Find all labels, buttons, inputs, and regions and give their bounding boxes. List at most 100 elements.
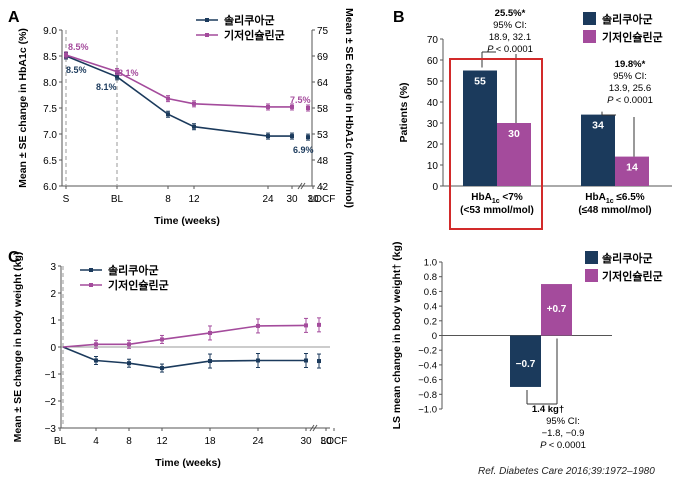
x-tick-label: 30 xyxy=(286,194,298,205)
data-point xyxy=(306,135,310,140)
legend-label: 솔리쿠아군 xyxy=(224,13,275,27)
legend-marker xyxy=(205,18,209,22)
series-line xyxy=(65,54,292,108)
stat-ci: 13.9, 25.6 xyxy=(609,83,651,94)
data-point xyxy=(317,322,321,327)
category-main: HbA xyxy=(471,192,492,203)
legend-label: 솔리쿠아군 xyxy=(602,251,653,265)
bar-value-label: −0.7 xyxy=(516,359,536,370)
stat-ci: 18.9, 32.1 xyxy=(489,32,531,43)
category-sub: 1c xyxy=(492,198,500,205)
data-point xyxy=(115,69,119,74)
stat-p-value: P < 0.0001 xyxy=(540,440,586,451)
axis-break-mark xyxy=(309,424,315,432)
stat-ci-label: 95% CI: xyxy=(546,416,580,427)
x-tick-label: 8 xyxy=(126,436,132,447)
y2-tick-label: 58 xyxy=(317,104,329,115)
data-point xyxy=(115,74,119,79)
y-tick-label: 9.0 xyxy=(43,26,57,37)
y-axis-title: Patients (%) xyxy=(398,82,410,142)
p-symbol: P xyxy=(487,44,496,55)
y-tick-label: 0 xyxy=(50,343,56,354)
legend-swatch xyxy=(583,12,596,25)
x-category-label: HbA1c <7% xyxy=(471,192,523,205)
bar xyxy=(541,284,572,336)
legend-label: 솔리쿠아군 xyxy=(108,263,159,277)
stat-difference: 1.4 kg† xyxy=(532,404,564,415)
axis-break-mark xyxy=(297,182,303,190)
legend-label: 기저인슐린군 xyxy=(602,269,663,283)
x-tick-label: 12 xyxy=(156,436,168,447)
data-point xyxy=(192,124,196,129)
y-axis-title: Mean ± SE change in HbA1c (%) xyxy=(17,28,29,188)
legend-marker xyxy=(89,283,93,287)
data-label: 8.5% xyxy=(68,42,89,52)
y-tick-label: 0.4 xyxy=(424,302,437,313)
category-sub: 1c xyxy=(606,198,614,205)
x-tick-label: LOCF xyxy=(321,436,348,447)
data-point xyxy=(208,359,212,364)
y2-tick-label: 53 xyxy=(317,130,329,141)
panel-c-label: C xyxy=(8,249,20,266)
data-point xyxy=(306,106,310,110)
y-tick-label: 2 xyxy=(50,289,56,300)
x-tick-label: 18 xyxy=(204,436,216,447)
data-point xyxy=(192,101,196,106)
bar xyxy=(510,335,541,387)
panel-a-label: A xyxy=(8,9,20,26)
data-point xyxy=(160,366,164,371)
y-tick-label: 50 xyxy=(427,77,439,88)
axis-break-mark xyxy=(300,182,306,190)
y2-tick-label: 75 xyxy=(317,26,329,37)
category-main: HbA xyxy=(585,192,606,203)
y-tick-label: 3 xyxy=(50,262,56,273)
x-tick-label: LOCF xyxy=(309,194,336,205)
y-tick-label: 1 xyxy=(50,316,56,327)
bar xyxy=(497,123,531,186)
y2-tick-label: 64 xyxy=(317,78,329,89)
x-tick-label: 8 xyxy=(165,194,171,205)
p-value: < 0.0001 xyxy=(496,44,533,55)
data-point xyxy=(127,342,131,347)
x-tick-label: 4 xyxy=(93,436,99,447)
y-tick-label: 8.5 xyxy=(43,52,57,63)
bar-value-label: 34 xyxy=(592,120,604,132)
x-axis-title: Time (weeks) xyxy=(155,457,221,469)
stat-p-value: P < 0.0001 xyxy=(487,44,533,55)
reference-citation: Ref. Diabetes Care 2016;39:1972–1980 xyxy=(478,466,655,477)
x-tick-label: 30 xyxy=(320,436,332,447)
y-tick-label: 0 xyxy=(432,331,437,342)
bar-value-label: 55 xyxy=(474,76,486,88)
data-point xyxy=(94,358,98,363)
y-tick-label: 70 xyxy=(427,35,439,46)
y-tick-label: −3 xyxy=(45,424,57,435)
series-line xyxy=(62,324,307,348)
y-tick-label: 1.0 xyxy=(424,258,437,269)
stat-p-value: P < 0.0001 xyxy=(607,95,653,106)
x-tick-label: 24 xyxy=(262,194,274,205)
data-label: 8.5% xyxy=(66,65,87,75)
y-tick-label: −0.4 xyxy=(418,360,437,371)
legend-marker xyxy=(205,33,209,37)
data-point xyxy=(166,96,170,101)
x-category-label-line2: (≤48 mmol/mol) xyxy=(578,205,651,216)
x-tick-label: 24 xyxy=(252,436,264,447)
chart-hba1c: 6.0 42 6.5 48 7.0 53 7.5 58 8.0 64 8.5 69 9.0 75 S BL 8 1… xyxy=(17,8,355,227)
y-tick-label: 7.5 xyxy=(43,104,57,115)
data-point xyxy=(166,112,170,117)
y-tick-label: 60 xyxy=(427,56,439,67)
data-point xyxy=(208,330,212,335)
y-tick-label: 7.0 xyxy=(43,130,57,141)
y2-tick-label: 69 xyxy=(317,52,329,63)
x-tick-label: S xyxy=(63,194,70,205)
data-point xyxy=(290,134,294,139)
data-label: 6.9% xyxy=(293,145,314,155)
stat-difference: 25.5%* xyxy=(495,8,526,19)
stat-ci-label: 95% CI: xyxy=(493,20,527,31)
legend-label: 기저인슐린군 xyxy=(224,28,285,42)
p-value: < 0.0001 xyxy=(549,440,586,451)
bar xyxy=(581,114,615,186)
series-line xyxy=(65,55,292,137)
